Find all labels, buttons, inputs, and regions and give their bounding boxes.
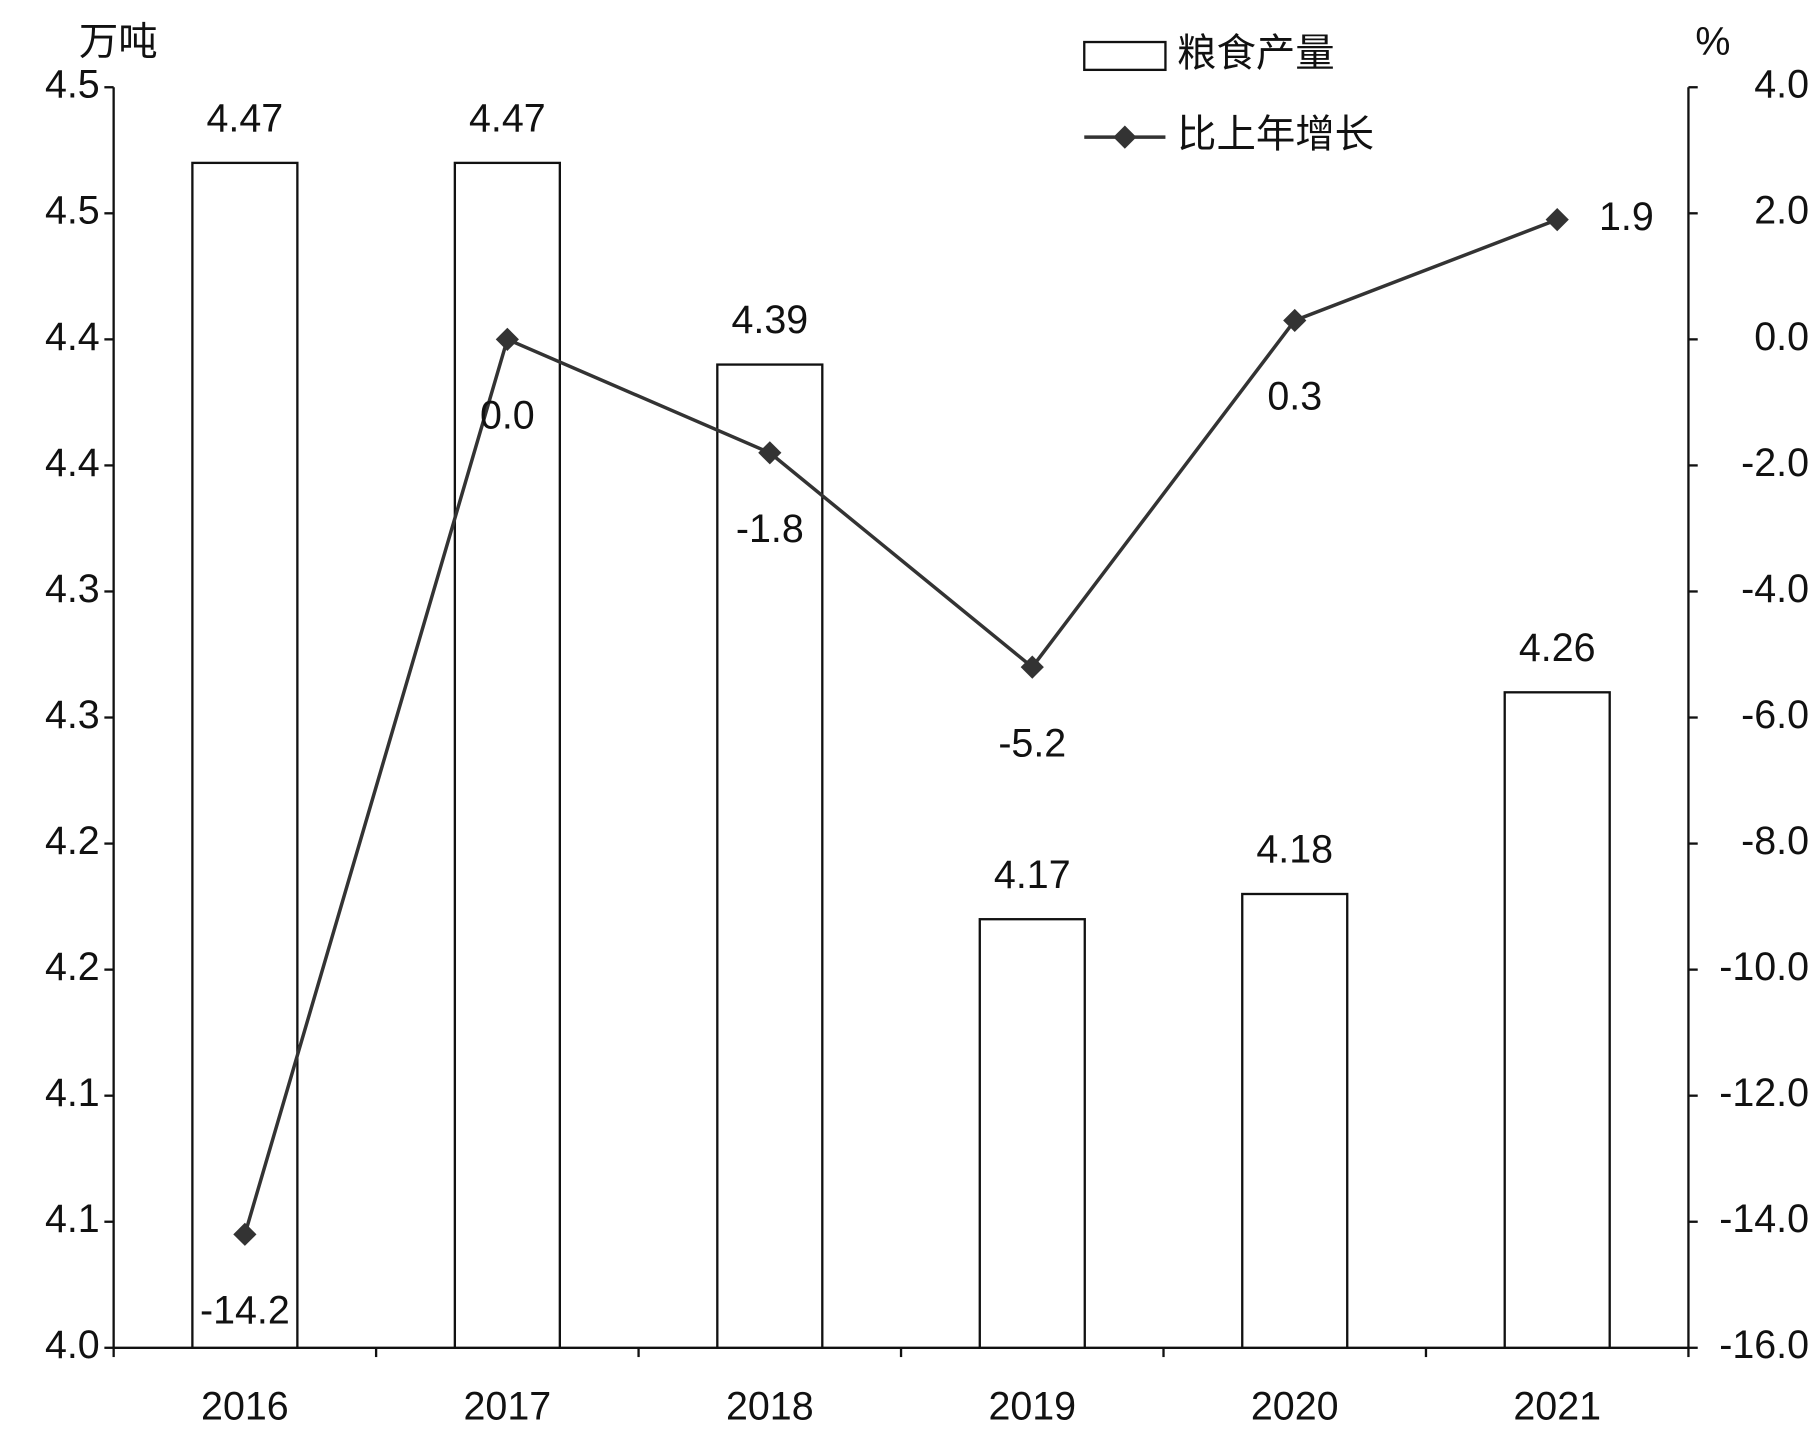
legend-label: 粮食产量 bbox=[1177, 31, 1335, 75]
bar-value-label: 4.39 bbox=[731, 298, 808, 342]
line-value-label: -5.2 bbox=[998, 721, 1066, 765]
bar-value-label: 4.47 bbox=[469, 97, 546, 141]
y-tick-label: 4.2 bbox=[45, 945, 100, 989]
y2-tick-label: -14.0 bbox=[1719, 1197, 1809, 1241]
bar bbox=[978, 918, 1086, 1349]
bar-value-label: 4.47 bbox=[207, 97, 284, 141]
y-tick-label: 4.3 bbox=[45, 567, 100, 611]
y-tick-label: 4.1 bbox=[45, 1197, 100, 1241]
y2-tick-label: -10.0 bbox=[1719, 945, 1809, 989]
line-marker bbox=[233, 1222, 257, 1246]
y2-tick-label: -16.0 bbox=[1719, 1323, 1809, 1367]
line-marker bbox=[1020, 655, 1044, 679]
y-tick-label: 4.2 bbox=[45, 819, 100, 863]
line bbox=[243, 217, 1558, 1235]
line-marker bbox=[758, 441, 782, 465]
bar-value-label: 4.17 bbox=[994, 853, 1071, 897]
line-marker bbox=[495, 327, 519, 351]
line-value-label: 1.9 bbox=[1599, 195, 1654, 239]
legend-marker bbox=[1113, 125, 1137, 149]
y-tick-label: 4.5 bbox=[45, 63, 100, 107]
y-tick-label: 4.5 bbox=[45, 189, 100, 233]
y2-tick-label: -2.0 bbox=[1741, 441, 1809, 485]
x-tick-label: 2021 bbox=[1513, 1385, 1601, 1429]
legend-swatch bbox=[1083, 40, 1167, 72]
line-value-label: 0.0 bbox=[480, 394, 535, 438]
bar-value-label: 4.26 bbox=[1519, 626, 1596, 670]
y-tick-label: 4.1 bbox=[45, 1071, 100, 1115]
bar bbox=[453, 161, 561, 1349]
y-tick-label: 4.4 bbox=[45, 441, 100, 485]
x-tick-label: 2016 bbox=[201, 1385, 289, 1429]
x-tick-label: 2019 bbox=[988, 1385, 1076, 1429]
y2-tick-label: 4.0 bbox=[1754, 63, 1809, 107]
y2-tick-label: -6.0 bbox=[1741, 693, 1809, 737]
x-tick-label: 2018 bbox=[726, 1385, 814, 1429]
bar-value-label: 4.18 bbox=[1256, 828, 1333, 872]
y2-tick-label: 2.0 bbox=[1754, 189, 1809, 233]
x-tick-label: 2017 bbox=[464, 1385, 552, 1429]
y2-tick-label: 0.0 bbox=[1754, 315, 1809, 359]
y2-tick-label: -12.0 bbox=[1719, 1071, 1809, 1115]
y2-axis-title: % bbox=[1695, 20, 1730, 64]
y-axis-title: 万吨 bbox=[79, 20, 158, 64]
y-tick-label: 4.3 bbox=[45, 693, 100, 737]
y2-tick-label: -4.0 bbox=[1741, 567, 1809, 611]
y-tick-label: 4.4 bbox=[45, 315, 100, 359]
line-value-label: 0.3 bbox=[1267, 375, 1322, 419]
legend-label: 比上年增长 bbox=[1177, 113, 1374, 157]
y2-tick-label: -8.0 bbox=[1741, 819, 1809, 863]
line-value-label: -14.2 bbox=[200, 1289, 290, 1333]
line-value-label: -1.8 bbox=[736, 507, 804, 551]
line-marker bbox=[1545, 208, 1569, 232]
line-marker bbox=[1283, 308, 1307, 333]
bar bbox=[716, 363, 824, 1349]
bar bbox=[1241, 892, 1349, 1349]
y-tick-label: 4.0 bbox=[45, 1323, 100, 1367]
x-tick-label: 2020 bbox=[1251, 1385, 1339, 1429]
bar bbox=[191, 161, 299, 1349]
bar bbox=[1503, 691, 1611, 1349]
